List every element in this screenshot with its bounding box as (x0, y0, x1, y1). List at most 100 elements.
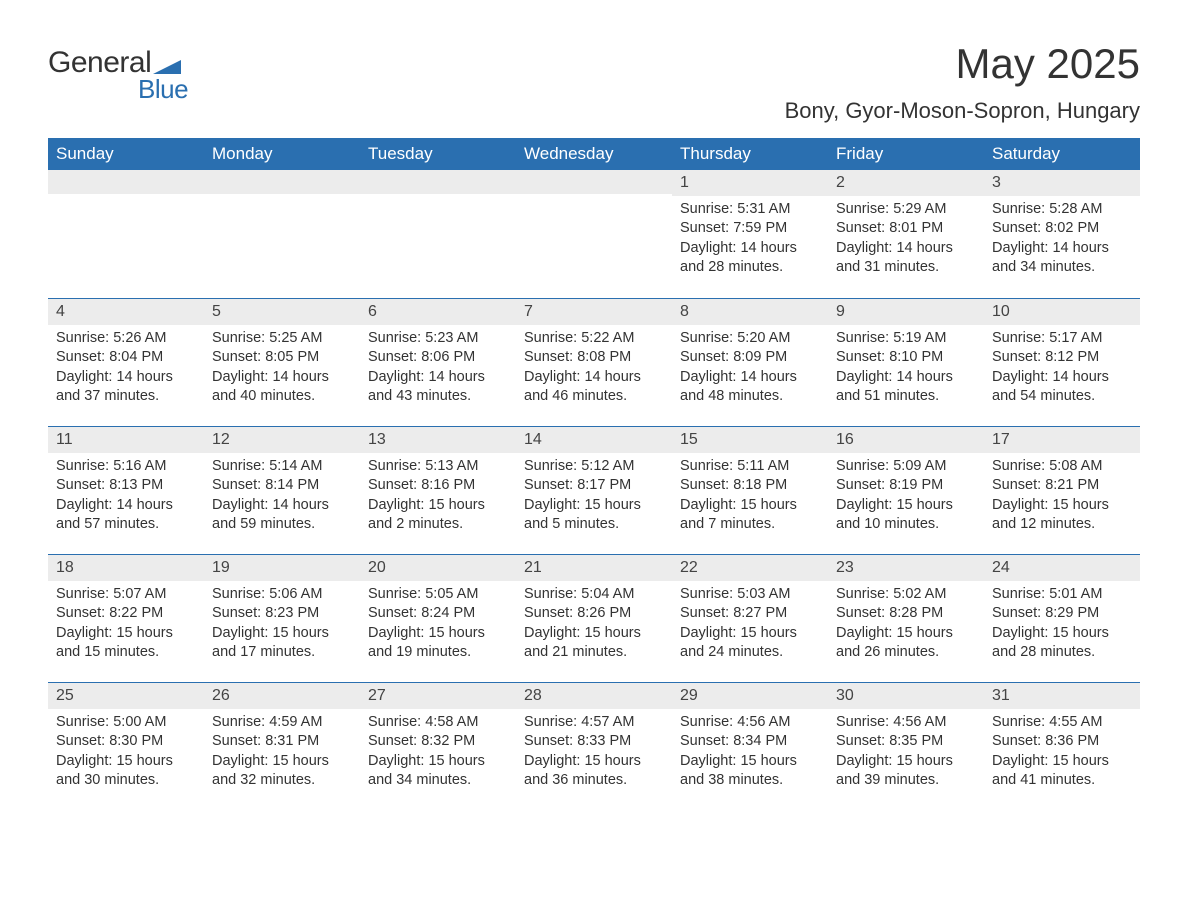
sunrise-label: Sunrise: (212, 586, 265, 602)
sunset-value: 8:22 PM (109, 605, 163, 621)
sunrise-line: Sunrise: 5:22 AM (524, 329, 664, 349)
daylight-label: Daylight: (524, 625, 580, 641)
sunrise-label: Sunrise: (836, 458, 889, 474)
sunrise-line: Sunrise: 5:17 AM (992, 329, 1132, 349)
day-details: Sunrise: 5:25 AMSunset: 8:05 PMDaylight:… (204, 325, 360, 417)
calendar-week: 25Sunrise: 5:00 AMSunset: 8:30 PMDayligh… (48, 682, 1140, 810)
calendar-day (48, 170, 204, 298)
daylight-label: Daylight: (524, 753, 580, 769)
calendar-day (204, 170, 360, 298)
day-number: 26 (204, 683, 360, 709)
day-number: 12 (204, 427, 360, 453)
sunrise-line: Sunrise: 5:08 AM (992, 457, 1132, 477)
calendar-day (360, 170, 516, 298)
sunset-label: Sunset: (212, 349, 261, 365)
sunrise-value: 5:06 AM (269, 586, 322, 602)
day-number: 13 (360, 427, 516, 453)
calendar-week: 1Sunrise: 5:31 AMSunset: 7:59 PMDaylight… (48, 170, 1140, 298)
daylight-label: Daylight: (56, 625, 112, 641)
calendar-day: 22Sunrise: 5:03 AMSunset: 8:27 PMDayligh… (672, 555, 828, 682)
calendar-day: 8Sunrise: 5:20 AMSunset: 8:09 PMDaylight… (672, 299, 828, 426)
day-number: 4 (48, 299, 204, 325)
daylight-line: Daylight: 14 hours and 40 minutes. (212, 368, 352, 407)
sunrise-label: Sunrise: (56, 586, 109, 602)
sunrise-label: Sunrise: (992, 586, 1045, 602)
sunset-label: Sunset: (836, 733, 885, 749)
daylight-label: Daylight: (992, 753, 1048, 769)
sunrise-line: Sunrise: 5:09 AM (836, 457, 976, 477)
weekday-header: Thursday (672, 138, 828, 170)
calendar-day: 13Sunrise: 5:13 AMSunset: 8:16 PMDayligh… (360, 427, 516, 554)
sunrise-value: 5:16 AM (113, 458, 166, 474)
sunrise-line: Sunrise: 5:28 AM (992, 200, 1132, 220)
sunset-line: Sunset: 8:09 PM (680, 348, 820, 368)
sunrise-label: Sunrise: (368, 330, 421, 346)
day-details: Sunrise: 5:07 AMSunset: 8:22 PMDaylight:… (48, 581, 204, 673)
day-details: Sunrise: 5:01 AMSunset: 8:29 PMDaylight:… (984, 581, 1140, 673)
day-number (360, 170, 516, 194)
daylight-line: Daylight: 15 hours and 2 minutes. (368, 496, 508, 535)
day-details: Sunrise: 5:05 AMSunset: 8:24 PMDaylight:… (360, 581, 516, 673)
calendar-week: 11Sunrise: 5:16 AMSunset: 8:13 PMDayligh… (48, 426, 1140, 554)
sunrise-line: Sunrise: 5:05 AM (368, 585, 508, 605)
sunrise-value: 5:07 AM (113, 586, 166, 602)
day-number: 24 (984, 555, 1140, 581)
day-details: Sunrise: 5:12 AMSunset: 8:17 PMDaylight:… (516, 453, 672, 545)
day-details: Sunrise: 5:28 AMSunset: 8:02 PMDaylight:… (984, 196, 1140, 288)
calendar-day: 11Sunrise: 5:16 AMSunset: 8:13 PMDayligh… (48, 427, 204, 554)
sunrise-value: 5:26 AM (113, 330, 166, 346)
day-details: Sunrise: 4:58 AMSunset: 8:32 PMDaylight:… (360, 709, 516, 801)
sunrise-line: Sunrise: 5:03 AM (680, 585, 820, 605)
sunrise-label: Sunrise: (836, 714, 889, 730)
day-number: 9 (828, 299, 984, 325)
sunset-label: Sunset: (992, 477, 1041, 493)
calendar-day: 19Sunrise: 5:06 AMSunset: 8:23 PMDayligh… (204, 555, 360, 682)
sunset-line: Sunset: 8:17 PM (524, 476, 664, 496)
sunrise-value: 5:03 AM (737, 586, 790, 602)
sunrise-value: 5:31 AM (737, 201, 790, 217)
calendar-day: 2Sunrise: 5:29 AMSunset: 8:01 PMDaylight… (828, 170, 984, 298)
calendar-day: 21Sunrise: 5:04 AMSunset: 8:26 PMDayligh… (516, 555, 672, 682)
sunset-value: 8:18 PM (733, 477, 787, 493)
calendar-day: 30Sunrise: 4:56 AMSunset: 8:35 PMDayligh… (828, 683, 984, 810)
sunrise-line: Sunrise: 5:26 AM (56, 329, 196, 349)
sunset-label: Sunset: (680, 605, 729, 621)
day-details: Sunrise: 4:56 AMSunset: 8:34 PMDaylight:… (672, 709, 828, 801)
sunrise-label: Sunrise: (56, 458, 109, 474)
sunset-label: Sunset: (368, 477, 417, 493)
daylight-line: Daylight: 15 hours and 5 minutes. (524, 496, 664, 535)
daylight-label: Daylight: (524, 369, 580, 385)
sunset-value: 8:21 PM (1045, 477, 1099, 493)
sunset-value: 8:01 PM (889, 220, 943, 236)
daylight-label: Daylight: (212, 497, 268, 513)
day-details: Sunrise: 5:19 AMSunset: 8:10 PMDaylight:… (828, 325, 984, 417)
day-details: Sunrise: 5:02 AMSunset: 8:28 PMDaylight:… (828, 581, 984, 673)
sunrise-value: 4:55 AM (1049, 714, 1102, 730)
sunset-line: Sunset: 8:32 PM (368, 732, 508, 752)
sunset-line: Sunset: 8:01 PM (836, 219, 976, 239)
daylight-label: Daylight: (836, 240, 892, 256)
sunset-line: Sunset: 7:59 PM (680, 219, 820, 239)
sunrise-label: Sunrise: (212, 330, 265, 346)
day-details: Sunrise: 5:09 AMSunset: 8:19 PMDaylight:… (828, 453, 984, 545)
header: General Blue May 2025 Bony, Gyor-Moson-S… (48, 40, 1140, 124)
sunrise-label: Sunrise: (368, 714, 421, 730)
daylight-label: Daylight: (524, 497, 580, 513)
day-details: Sunrise: 4:56 AMSunset: 8:35 PMDaylight:… (828, 709, 984, 801)
daylight-line: Daylight: 15 hours and 28 minutes. (992, 624, 1132, 663)
sunrise-label: Sunrise: (368, 586, 421, 602)
daylight-line: Daylight: 15 hours and 30 minutes. (56, 752, 196, 791)
daylight-line: Daylight: 14 hours and 54 minutes. (992, 368, 1132, 407)
day-details: Sunrise: 5:11 AMSunset: 8:18 PMDaylight:… (672, 453, 828, 545)
sunset-value: 8:31 PM (265, 733, 319, 749)
day-number: 20 (360, 555, 516, 581)
sunset-line: Sunset: 8:23 PM (212, 604, 352, 624)
day-details: Sunrise: 4:59 AMSunset: 8:31 PMDaylight:… (204, 709, 360, 801)
sunrise-value: 5:02 AM (893, 586, 946, 602)
sunset-label: Sunset: (212, 605, 261, 621)
sunset-value: 8:13 PM (109, 477, 163, 493)
sunset-value: 8:34 PM (733, 733, 787, 749)
sunset-line: Sunset: 8:13 PM (56, 476, 196, 496)
sunrise-value: 5:17 AM (1049, 330, 1102, 346)
daylight-label: Daylight: (212, 753, 268, 769)
